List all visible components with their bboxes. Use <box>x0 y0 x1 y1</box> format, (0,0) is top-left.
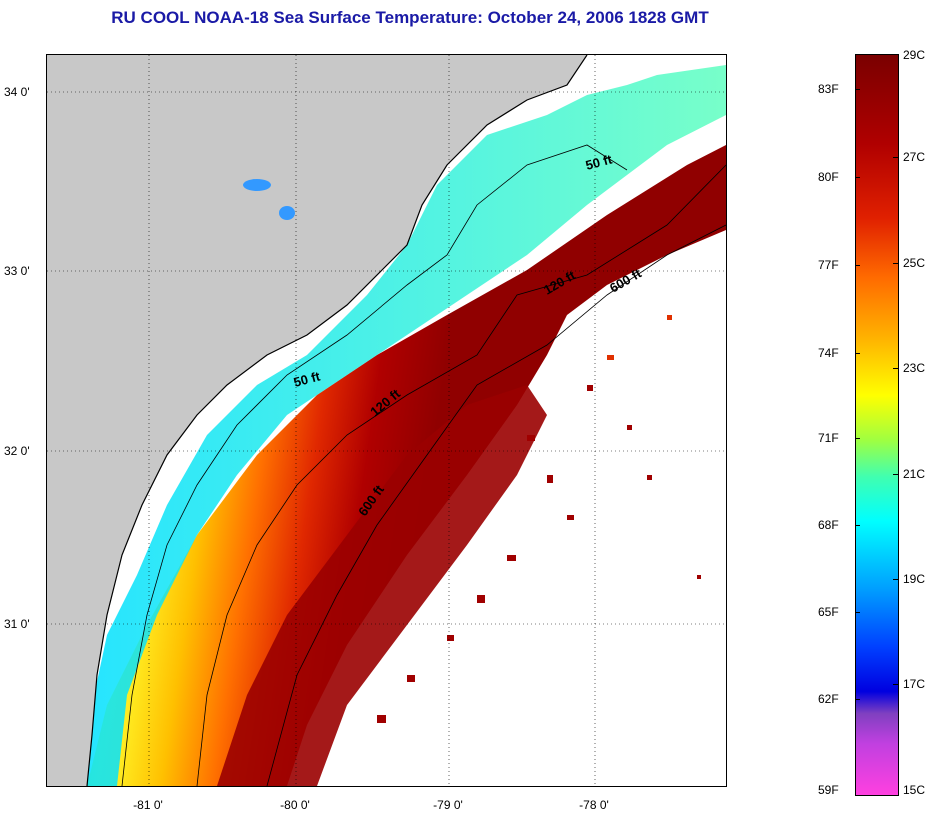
coastline <box>86 55 588 786</box>
colorbar-label-21c: 21C <box>903 467 926 481</box>
colorbar-label-62f: 62F <box>818 692 839 706</box>
colorbar-label-27c: 27C <box>903 150 926 164</box>
lon-label-78: -78 0' <box>579 798 609 812</box>
colorbar-label-74f: 74F <box>818 346 839 360</box>
colorbar-tick <box>855 89 860 90</box>
colorbar-tick <box>893 368 898 369</box>
colorbar-label-68f: 68F <box>818 518 839 532</box>
colorbar-label-83f: 83F <box>818 82 839 96</box>
colorbar-label-71f: 71F <box>818 431 839 445</box>
lat-label-31: 31 0' <box>4 617 30 631</box>
colorbar-label-19c: 19C <box>903 572 926 586</box>
lat-label-33: 33 0' <box>4 264 30 278</box>
colorbar-label-25c: 25C <box>903 256 926 270</box>
lat-label-32: 32 0' <box>4 444 30 458</box>
lon-label-81: -81 0' <box>133 798 163 812</box>
colorbar-label-23c: 23C <box>903 361 926 375</box>
sst-gulf-stream-core <box>217 385 547 786</box>
colorbar-label-17c: 17C <box>903 677 926 691</box>
colorbar-tick <box>855 699 860 700</box>
colorbar-label-65f: 65F <box>818 605 839 619</box>
contour-120ft <box>196 164 726 786</box>
lat-label-34: 34 0' <box>4 85 30 99</box>
colorbar-label-15c: 15C <box>903 783 926 797</box>
sst-map-canvas: 50 ft 120 ft 600 ft 50 ft 120 ft 600 ft <box>47 55 726 786</box>
colorbar-label-77f: 77F <box>818 258 839 272</box>
colorbar-tick <box>855 612 860 613</box>
colorbar-tick <box>855 353 860 354</box>
colorbar-label-59f: 59F <box>818 783 839 797</box>
colorbar-tick <box>893 263 898 264</box>
colorbar-tick <box>855 438 860 439</box>
contour-50ft <box>121 144 628 786</box>
sst-map: 50 ft 120 ft 600 ft 50 ft 120 ft 600 ft <box>46 54 727 787</box>
colorbar-tick <box>855 525 860 526</box>
lon-label-79: -79 0' <box>433 798 463 812</box>
colorbar-label-80f: 80F <box>818 170 839 184</box>
colorbar-label-29c: 29C <box>903 48 926 62</box>
contour-label-50ft-south: 50 ft <box>292 368 322 390</box>
inland-lakes <box>243 179 295 220</box>
colorbar-tick <box>893 579 898 580</box>
colorbar-tick <box>855 265 860 266</box>
contour-600ft <box>266 224 726 786</box>
colorbar-tick <box>893 684 898 685</box>
land-mass <box>47 55 587 786</box>
map-title: RU COOL NOAA-18 Sea Surface Temperature:… <box>111 8 709 27</box>
colorbar-tick <box>893 474 898 475</box>
colorbar-tick <box>855 177 860 178</box>
lon-label-80: -80 0' <box>280 798 310 812</box>
colorbar-tick <box>893 157 898 158</box>
sst-nearshore-water <box>87 65 726 786</box>
temperature-colorbar <box>855 54 899 796</box>
sst-scattered-pixels <box>377 315 701 723</box>
contour-label-50ft-north: 50 ft <box>584 151 614 173</box>
